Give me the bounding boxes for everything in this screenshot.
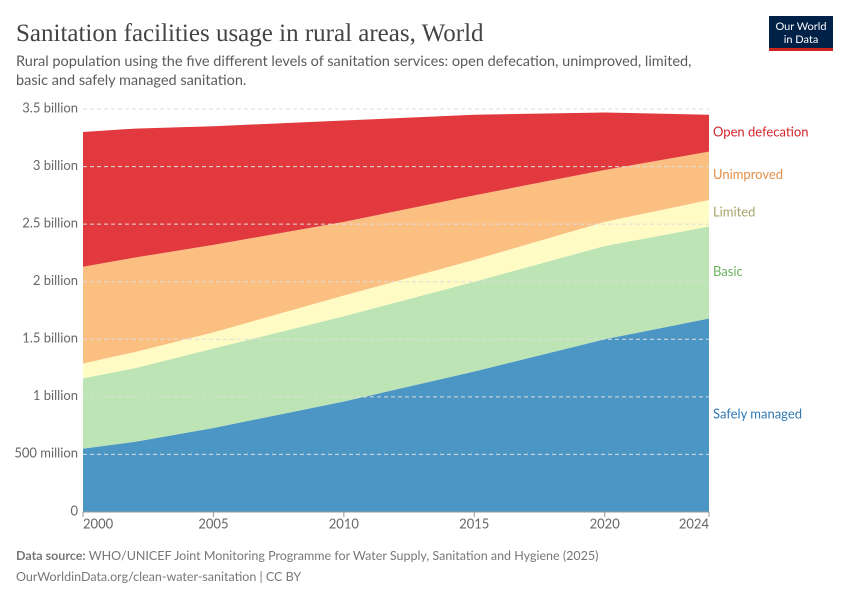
source-label: Data source: bbox=[16, 548, 86, 563]
area bbox=[83, 318, 709, 512]
y-tick-label: 0 bbox=[70, 502, 78, 518]
y-tick-label: 3 billion bbox=[33, 157, 78, 173]
x-tick-label: 2000 bbox=[83, 515, 114, 531]
logo bbox=[769, 16, 833, 51]
series-label: Open defecation bbox=[713, 123, 809, 139]
series-label: Basic bbox=[713, 263, 743, 279]
subtitle: basic and safely managed sanitation. bbox=[16, 72, 246, 89]
series-label: Safely managed bbox=[713, 406, 802, 422]
logo-text: in Data bbox=[784, 33, 819, 46]
y-tick-label: 1.5 billion bbox=[22, 330, 78, 346]
y-tick-label: 500 million bbox=[14, 445, 78, 461]
area bbox=[83, 112, 709, 267]
area bbox=[83, 199, 709, 379]
y-tick-label: 3.5 billion bbox=[22, 99, 78, 115]
url: OurWorldinData.org/clean-water-sanitatio… bbox=[16, 569, 301, 584]
y-tick-label: 2 billion bbox=[33, 272, 78, 288]
x-tick-label: 2005 bbox=[198, 515, 228, 531]
x-tick-label: 2024 bbox=[679, 515, 710, 531]
y-tick-label: 1 billion bbox=[33, 387, 78, 403]
series-label: Limited bbox=[713, 204, 755, 220]
source-text: WHO/UNICEF Joint Monitoring Programme fo… bbox=[89, 548, 599, 563]
x-tick-label: 2020 bbox=[590, 515, 621, 531]
series-label: Unimproved bbox=[713, 166, 783, 182]
subtitle: Rural population using the five differen… bbox=[16, 53, 691, 70]
x-tick-label: 2015 bbox=[459, 515, 489, 531]
logo-text: Our World bbox=[775, 20, 826, 33]
y-tick-label: 2.5 billion bbox=[22, 214, 78, 230]
x-tick-label: 2010 bbox=[329, 515, 360, 531]
area bbox=[83, 151, 709, 364]
chart-title: Sanitation facilities usage in rural are… bbox=[16, 20, 484, 47]
source: Data source: WHO/UNICEF Joint Monitoring… bbox=[16, 548, 599, 563]
logo-bar bbox=[769, 48, 833, 51]
